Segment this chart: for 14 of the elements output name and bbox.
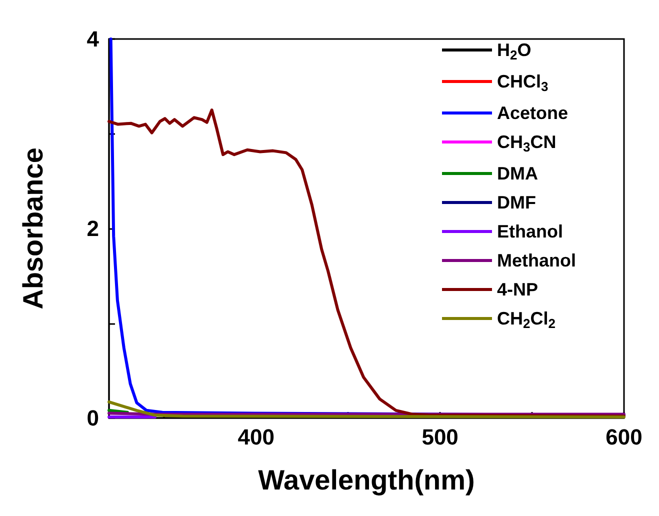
legend-label: DMF [497, 192, 536, 212]
y-tick-label: 2 [86, 216, 99, 241]
x-tick-label: 400 [238, 424, 274, 450]
legend-label: Acetone [497, 103, 568, 123]
y-axis-title: Absorbance [18, 148, 48, 310]
legend-label: Methanol [497, 250, 576, 270]
legend-label: Ethanol [497, 222, 564, 242]
legend-label: 4-NP [497, 280, 538, 300]
x-tick-label: 600 [606, 424, 642, 450]
x-axis-title: Wavelength(nm) [258, 464, 475, 496]
y-tick-label: 0 [86, 406, 99, 430]
y-tick-label: 4 [86, 26, 100, 52]
legend-label: DMA [497, 164, 538, 184]
x-tick-label: 500 [422, 424, 458, 450]
